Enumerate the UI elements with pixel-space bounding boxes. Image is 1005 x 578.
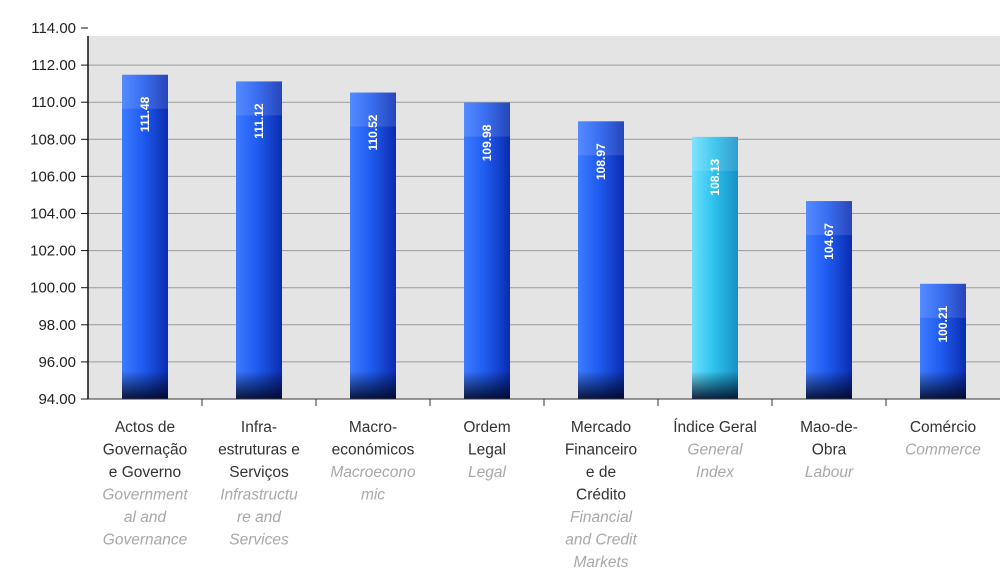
bar-top-highlight <box>578 121 624 156</box>
category-label-pt: Legal <box>468 442 506 459</box>
bar-data-label: 104.67 <box>822 223 836 260</box>
category-label-en: Legal <box>468 464 506 481</box>
bar-group: 108.97 <box>578 121 624 399</box>
category-label: Macro-económicos Macroecono mic <box>330 419 416 504</box>
category-label-en: re and <box>237 509 282 526</box>
bar-data-label: 108.97 <box>594 143 608 180</box>
category-label: Ordem Legal Legal <box>463 419 510 481</box>
bar-group: 111.48 <box>122 74 168 399</box>
bar-base-shadow <box>806 371 852 399</box>
category-label-pt: Actos de <box>115 419 175 436</box>
category-label-en: General <box>687 442 743 459</box>
bar-base-shadow <box>464 371 510 399</box>
category-label-en: and Credit <box>565 532 637 549</box>
bar-top-highlight <box>692 136 738 171</box>
category-label-en: Macroecono <box>330 464 416 481</box>
category-label-en: Commerce <box>905 442 981 459</box>
bar-top-highlight <box>350 92 396 127</box>
y-tick-label: 106.00 <box>30 168 76 185</box>
y-tick-label: 100.00 <box>30 280 76 297</box>
bar-base-shadow <box>122 371 168 399</box>
category-label-pt: Índice Geral <box>673 419 757 436</box>
category-labels: Actos de Governação e Governo Government al … <box>102 419 981 571</box>
category-label-pt: Obra <box>812 442 847 459</box>
bar-base-shadow <box>920 371 966 399</box>
bar-data-label: 111.12 <box>252 103 266 139</box>
y-tick-label: 102.00 <box>30 243 76 260</box>
category-label-pt: Governação <box>103 442 187 459</box>
category-label-pt: Infra- <box>241 419 277 436</box>
y-tick-label: 110.00 <box>31 94 76 111</box>
bar-top-highlight <box>464 102 510 137</box>
bars: 111.48 111.12 110.52 109.98 108.97 108.13 104.… <box>122 74 966 400</box>
bar-data-label: 111.48 <box>138 96 152 132</box>
bar-base-shadow <box>350 371 396 399</box>
bar-top-highlight <box>806 201 852 236</box>
bar-top-highlight <box>122 74 168 109</box>
category-label-pt: e de <box>586 464 616 481</box>
category-label: Índice Geral General Index <box>673 419 757 481</box>
category-label: Comércio Commerce <box>905 419 981 459</box>
bar <box>122 74 168 399</box>
category-label-en: Index <box>696 464 735 481</box>
category-label-pt: Crédito <box>576 487 626 504</box>
y-tick-label: 94.00 <box>38 391 76 408</box>
category-label-pt: Macro- <box>349 419 397 436</box>
bar-group: 109.98 <box>464 102 510 400</box>
bar <box>806 201 852 399</box>
category-label-en: al and <box>124 509 168 526</box>
category-label: Infra-estruturas e Serviços Infrastructu re… <box>218 419 300 549</box>
bar-group: 110.52 <box>350 92 396 399</box>
category-label: Mao-de- Obra Labour <box>800 419 858 481</box>
bar-group: 100.21 <box>920 283 966 399</box>
y-tick-label: 112.00 <box>31 57 76 74</box>
category-label-en: Infrastructu <box>220 487 298 504</box>
category-label-pt: Mao-de- <box>800 419 858 436</box>
bar-data-label: 100.21 <box>936 305 950 342</box>
category-label-pt: e Governo <box>109 464 181 481</box>
bar-group: 104.67 <box>806 201 852 399</box>
category-label-pt: económicos <box>332 442 415 459</box>
category-label-en: Governance <box>103 532 188 549</box>
plot-background <box>88 36 1000 399</box>
y-axis-ticks: 94.00 96.00 98.00 100.00 102.00 104.00 106.00 1… <box>30 20 88 408</box>
category-label: Actos de Governação e Governo Government al … <box>102 419 188 549</box>
category-label-pt: Financeiro <box>565 442 637 459</box>
y-tick-label: 104.00 <box>30 206 76 223</box>
category-label-en: Markets <box>573 554 628 571</box>
bar <box>236 81 282 399</box>
bar-top-highlight <box>236 81 282 116</box>
bar-group: 111.12 <box>236 81 282 399</box>
category-label-en: Financial <box>570 509 633 526</box>
y-tick-label: 98.00 <box>38 317 76 334</box>
category-label-en: Government <box>102 487 188 504</box>
category-label-en: Labour <box>805 464 854 481</box>
bar-top-highlight <box>920 283 966 318</box>
x-axis-ticks <box>201 399 887 406</box>
y-tick-label: 114.00 <box>31 20 76 37</box>
category-label-pt: Serviços <box>229 464 289 481</box>
bar-data-label: 109.98 <box>480 124 494 161</box>
category-label: Mercado Financeiro e de Crédito Financial and… <box>565 419 638 571</box>
bar-data-label: 110.52 <box>366 114 380 150</box>
bar-base-shadow <box>236 371 282 399</box>
bar <box>350 92 396 399</box>
category-label-en: mic <box>361 487 385 504</box>
category-label-pt: estruturas e <box>218 442 300 459</box>
bar-base-shadow <box>578 371 624 399</box>
bar <box>464 102 510 400</box>
category-label-pt: Mercado <box>571 419 631 436</box>
bar <box>692 136 738 400</box>
category-label-pt: Ordem <box>463 419 510 436</box>
y-tick-label: 96.00 <box>38 354 76 371</box>
bar-base-shadow <box>692 371 738 399</box>
category-label-en: Services <box>229 532 289 549</box>
category-label-pt: Comércio <box>910 419 976 436</box>
bar-data-label: 108.13 <box>708 159 722 196</box>
bar <box>578 121 624 399</box>
bar-group: 108.13 <box>692 136 738 400</box>
y-tick-label: 108.00 <box>30 131 76 148</box>
